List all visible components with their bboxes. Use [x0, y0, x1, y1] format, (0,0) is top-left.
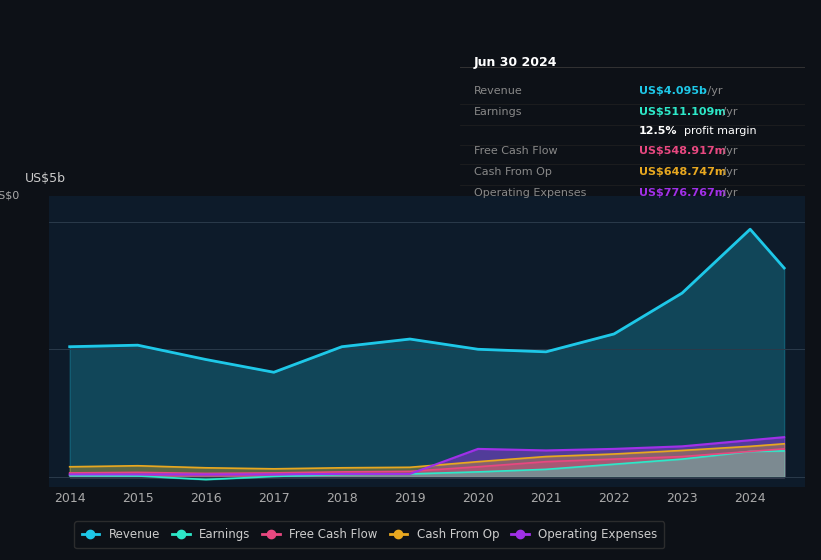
Text: US$548.917m: US$548.917m — [639, 146, 727, 156]
Text: Jun 30 2024: Jun 30 2024 — [474, 56, 557, 69]
Text: US$5b: US$5b — [25, 172, 66, 185]
Text: Cash From Op: Cash From Op — [474, 167, 552, 177]
Text: US$648.747m: US$648.747m — [639, 167, 727, 177]
Text: Free Cash Flow: Free Cash Flow — [474, 146, 557, 156]
Text: Revenue: Revenue — [474, 86, 522, 96]
Text: Earnings: Earnings — [474, 108, 522, 117]
Text: /yr: /yr — [718, 108, 737, 117]
Text: /yr: /yr — [704, 86, 722, 96]
Legend: Revenue, Earnings, Free Cash Flow, Cash From Op, Operating Expenses: Revenue, Earnings, Free Cash Flow, Cash … — [75, 521, 664, 548]
Text: US$776.767m: US$776.767m — [639, 188, 727, 198]
Text: profit margin: profit margin — [684, 127, 756, 137]
Text: US$4.095b: US$4.095b — [639, 86, 707, 96]
Text: US$0: US$0 — [0, 191, 19, 201]
Text: /yr: /yr — [718, 167, 737, 177]
Text: /yr: /yr — [718, 146, 737, 156]
Text: /yr: /yr — [718, 188, 737, 198]
Text: 12.5%: 12.5% — [639, 127, 677, 137]
Text: Operating Expenses: Operating Expenses — [474, 188, 586, 198]
Text: US$511.109m: US$511.109m — [639, 108, 726, 117]
